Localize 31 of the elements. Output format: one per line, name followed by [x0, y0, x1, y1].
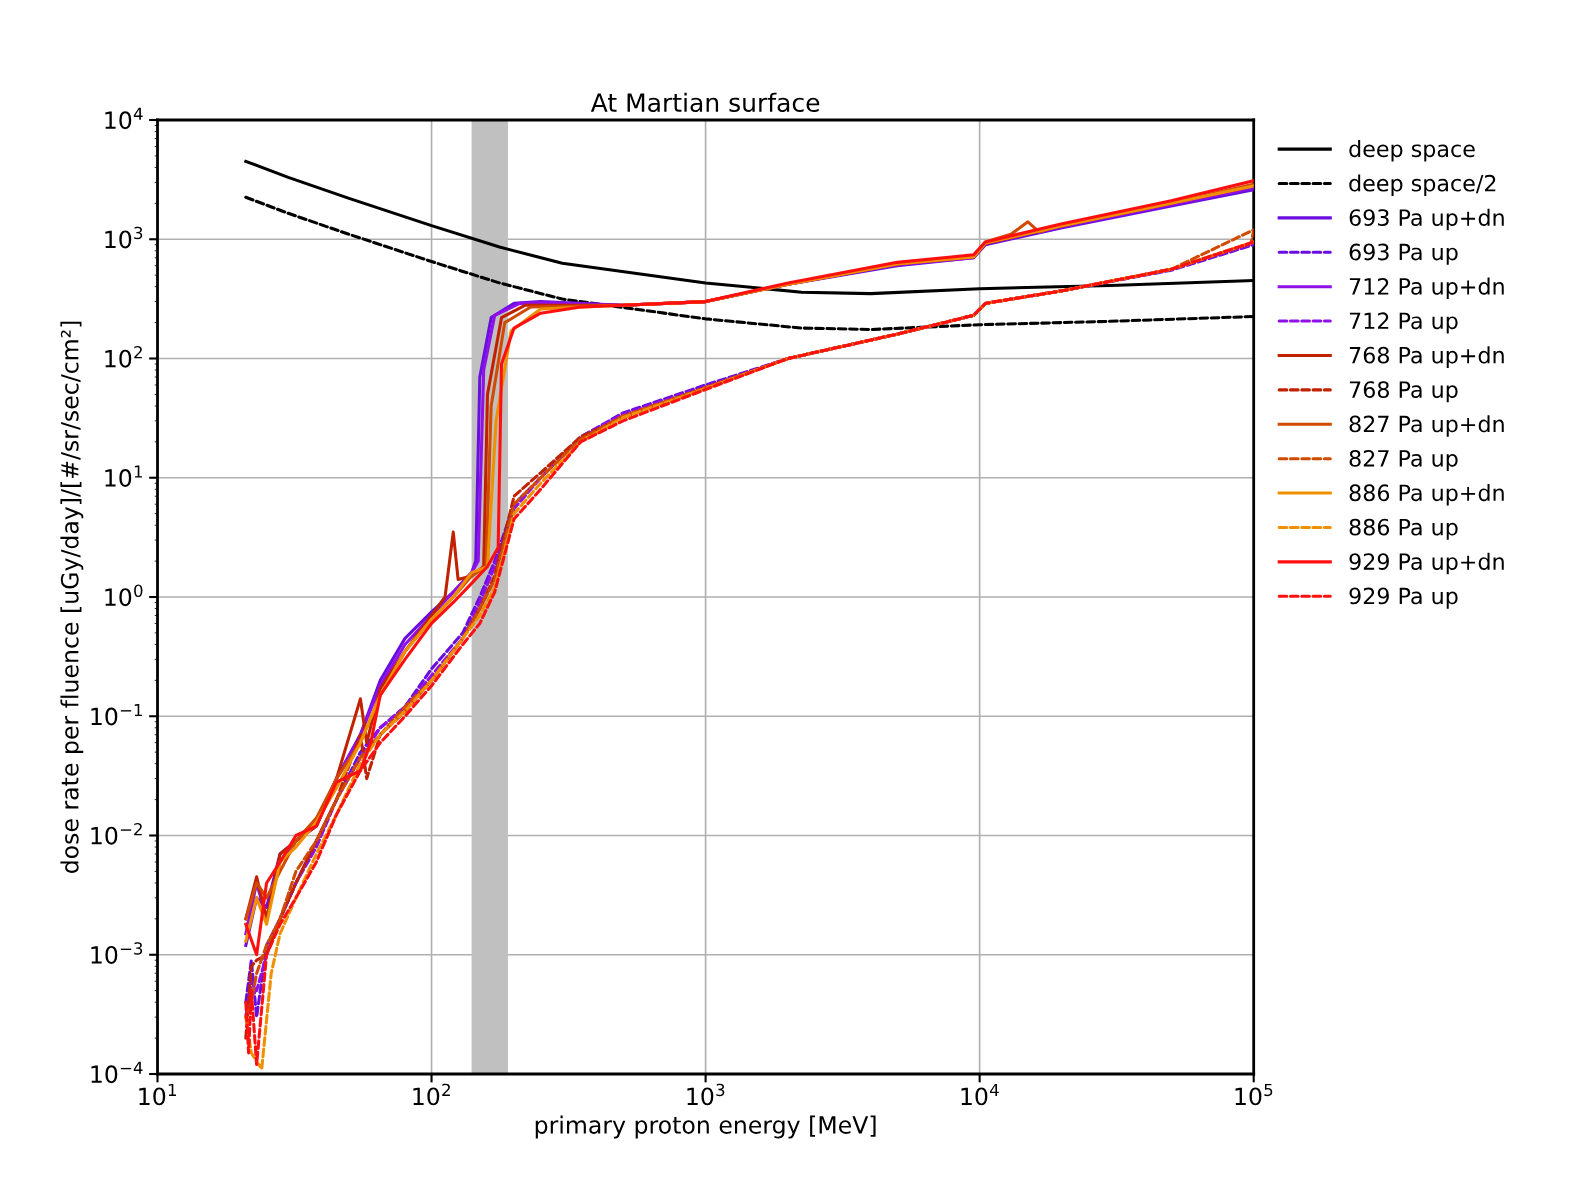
- y-tick-label: 10$^{−3}$: [91, 942, 143, 964]
- x-axis-title: primary proton energy [MeV]: [535, 1115, 876, 1139]
- y-tick-label: 10$^{2}$: [105, 345, 142, 368]
- legend-label: deep space/2: [1349, 174, 1496, 196]
- legend-label: 929 Pa up: [1349, 587, 1458, 609]
- y-tick-label: 10$^{0}$: [105, 584, 143, 607]
- legend-label: 712 Pa up+dn: [1349, 277, 1504, 300]
- legend-label: 827 Pa up: [1349, 449, 1458, 472]
- x-tick-label: 10$^{2}$: [413, 1083, 450, 1106]
- y-tick-label: 10$^{−1}$: [91, 703, 142, 726]
- legend-label: 693 Pa up+dn: [1349, 208, 1504, 231]
- legend-label: 768 Pa up+dn: [1349, 346, 1504, 368]
- x-tick-label: 10$^{1}$: [139, 1083, 176, 1106]
- x-tick-label: 10$^{3}$: [687, 1083, 725, 1106]
- legend-label: 712 Pa up: [1349, 312, 1458, 334]
- legend-label: 693 Pa up: [1349, 243, 1458, 265]
- legend-label: 827 Pa up+dn: [1349, 415, 1504, 437]
- x-tick-label: 10$^{5}$: [1235, 1083, 1273, 1106]
- legend-label: 929 Pa up+dn: [1349, 552, 1504, 575]
- y-tick-label: 10$^{1}$: [105, 465, 143, 487]
- legend-label: deep space: [1349, 140, 1475, 162]
- chart-title: At Martian surface: [590, 92, 820, 113]
- y-axis-title: dose rate per fluence [uGy/day]/[#/sr/sec/cm²]: [60, 321, 84, 874]
- y-tick-label: 10$^{−4}$: [91, 1061, 143, 1084]
- x-tick-label: 10$^{4}$: [961, 1083, 999, 1106]
- y-tick-label: 10$^{−2}$: [91, 822, 142, 845]
- legend-label: 886 Pa up: [1349, 518, 1458, 540]
- y-tick-label: 10$^{4}$: [105, 107, 143, 130]
- legend-label: 886 Pa up+dn: [1349, 483, 1504, 506]
- y-tick-label: 10$^{3}$: [105, 226, 143, 249]
- legend-label: 768 Pa up: [1349, 381, 1458, 403]
